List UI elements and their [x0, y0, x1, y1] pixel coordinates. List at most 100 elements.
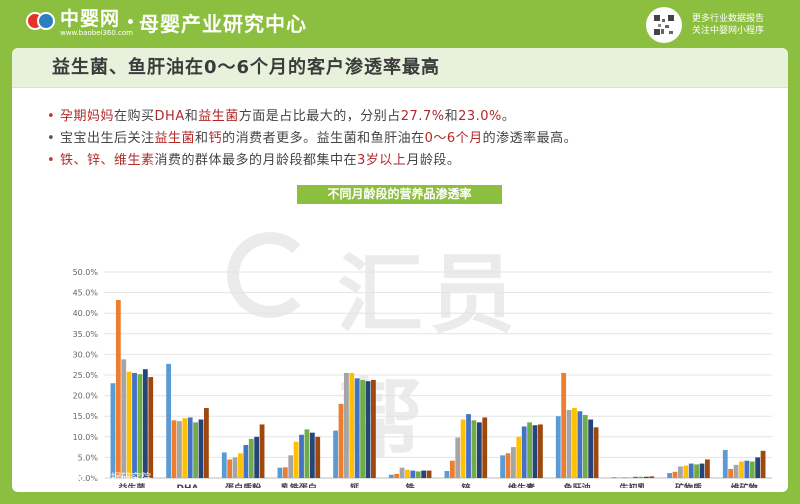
bar: [182, 418, 188, 478]
x-tick-label: DHA: [177, 484, 199, 488]
bar: [187, 417, 193, 478]
bar: [739, 461, 744, 478]
bar: [426, 470, 432, 478]
brand-logo[interactable]: 中婴网 www.baobei360.com: [26, 8, 133, 38]
y-tick-label: 35.0%: [73, 330, 99, 339]
bullet-text: 月龄段。: [406, 153, 461, 168]
logo-url: www.baobei360.com: [60, 28, 134, 37]
bar: [505, 453, 511, 478]
bullet-list: • 孕期妈妈在购买DHA和益生菌方面是占比最大的，分别占27.7%和23.0%。 •…: [47, 106, 577, 172]
bar: [694, 464, 699, 478]
y-tick-label: 30.0%: [73, 350, 99, 359]
bar: [633, 476, 638, 478]
bar: [588, 419, 594, 478]
highlight-text: 0～6个月: [424, 131, 483, 146]
bar: [238, 453, 243, 478]
qr-caption-line1: 更多行业数据报告: [692, 14, 765, 24]
bar: [688, 463, 694, 478]
bar: [365, 381, 371, 478]
bar: [177, 421, 182, 478]
highlight-text: 3岁以上: [357, 153, 407, 168]
bar: [561, 372, 567, 478]
y-tick-label: 40.0%: [73, 309, 99, 318]
bar: [148, 377, 154, 478]
y-tick-label: 0.0%: [78, 474, 99, 483]
bullet-dot-icon: •: [47, 153, 56, 168]
footer-subtitle: 大数据研究院: [91, 473, 152, 484]
highlight-text: 钙: [208, 131, 223, 146]
bar: [171, 420, 177, 478]
bar: [667, 473, 672, 478]
bar: [394, 473, 400, 478]
bar-chart: 0.0% 5.0% 10.0% 15.0% 20.0% 25.0% 30.0% 35.0% 40…: [73, 268, 772, 488]
bar: [500, 455, 505, 478]
highlight-text: 27.7%: [400, 109, 445, 124]
bullet-text: 和: [184, 109, 199, 124]
bar: [221, 452, 227, 478]
bar: [476, 422, 482, 478]
bullet-text: 的消费者更多。益生菌和鱼肝油在: [222, 131, 425, 146]
bar: [198, 419, 204, 478]
bar: [315, 436, 321, 478]
bar: [227, 459, 233, 478]
x-tick-label: 牛初乳: [619, 482, 646, 488]
bar: [572, 407, 577, 478]
x-tick-label: 鱼肝油: [564, 482, 591, 488]
bar: [142, 369, 148, 478]
bullet-item: • 孕期妈妈在购买DHA和益生菌方面是占比最大的，分别占27.7%和23.0%。: [47, 106, 577, 128]
x-tick-label: 锌: [461, 482, 470, 488]
bar: [388, 474, 394, 478]
qr-code-icon[interactable]: [646, 7, 682, 43]
bar: [577, 411, 583, 478]
bar: [466, 414, 471, 478]
bar: [638, 476, 644, 478]
bar: [132, 372, 137, 478]
footer-brand-name: 汇员帮: [44, 471, 84, 486]
bar: [722, 449, 728, 478]
y-tick-label: 10.0%: [73, 433, 99, 442]
bar: [555, 416, 561, 478]
bar: [582, 414, 588, 478]
bar: [516, 436, 522, 478]
bar: [672, 471, 678, 478]
bullet-text: 方面是占比最大的，分别占: [238, 109, 401, 124]
logo-name: 中婴网: [60, 7, 121, 30]
highlight-text: 益生菌: [198, 109, 239, 124]
qr-caption-line2: 关注中婴网小程序: [692, 26, 765, 36]
bar: [254, 436, 260, 478]
footer-logo-icon: [22, 467, 40, 486]
bullet-item: • 铁、锌、维生素消费的群体最多的月龄段都集中在3岁以上月龄段。: [47, 150, 577, 172]
bar: [277, 467, 283, 478]
logo-mark-icon: [26, 8, 56, 38]
bar: [521, 426, 527, 478]
bar: [248, 438, 254, 478]
bar: [232, 457, 238, 478]
bar: [566, 410, 572, 478]
bullet-dot-icon: •: [47, 109, 56, 124]
bar: [699, 463, 705, 478]
bar: [338, 403, 344, 478]
bar: [410, 470, 416, 478]
bar: [349, 372, 355, 478]
bullet-text: 消费的群体最多的月龄段都集中在: [154, 153, 358, 168]
y-tick-label: 50.0%: [73, 268, 99, 277]
x-tick-label: 维生素: [508, 482, 535, 488]
bar: [760, 450, 766, 478]
y-tick-label: 25.0%: [73, 371, 99, 380]
bar: [683, 465, 689, 478]
bullet-text: 和: [195, 131, 209, 146]
bar: [511, 447, 516, 478]
bar: [304, 429, 310, 478]
bar: [193, 422, 198, 478]
bar: [282, 467, 288, 478]
bar: [444, 470, 450, 478]
bar: [649, 476, 655, 478]
bullet-item: • 宝宝出生后关注益生菌和钙的消费者更多。益生菌和鱼肝油在0～6个月的渗透率最高。: [47, 128, 577, 150]
highlight-text: 孕期妈妈: [60, 109, 115, 124]
bullet-text: 和: [444, 109, 459, 124]
bar: [482, 417, 488, 478]
bullet-text: 在购买: [114, 109, 155, 124]
bar: [399, 467, 405, 478]
x-tick-label: 益生菌: [118, 482, 145, 488]
bar: [749, 461, 755, 478]
